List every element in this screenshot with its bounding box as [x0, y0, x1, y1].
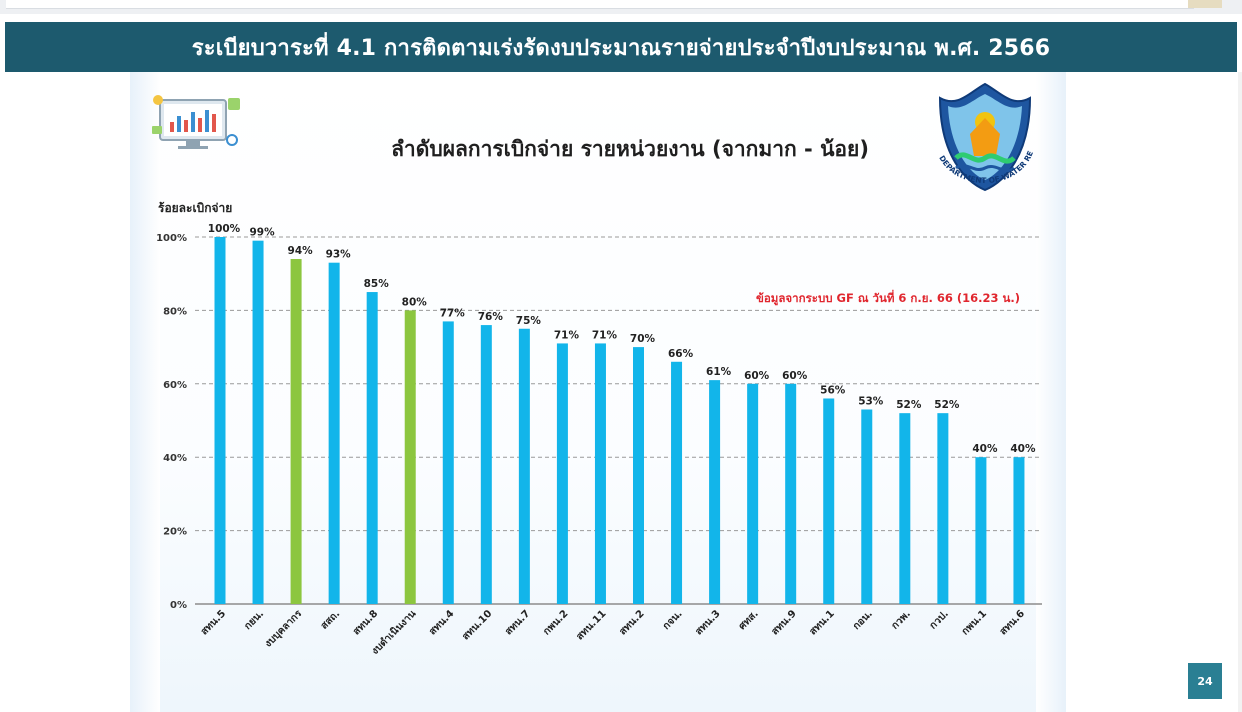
x-tick-label: สทน.7: [503, 608, 532, 637]
agenda-title-banner: ระเบียบวาระที่ 4.1 การติดตามเร่งรัดงบประ…: [5, 22, 1237, 72]
bar: [518, 328, 530, 604]
page-number-badge: 24: [1188, 663, 1222, 699]
data-source-note: ข้อมูลจากระบบ GF ณ วันที่ 6 ก.ย. 66 (16.…: [756, 289, 1020, 306]
x-tick-label: สทน.8: [351, 608, 380, 637]
x-tick-label: สทน.9: [770, 608, 799, 637]
bar-value-label: 71%: [592, 329, 618, 341]
agenda-title: ระเบียบวาระที่ 4.1 การติดตามเร่งรัดงบประ…: [191, 35, 1051, 61]
chart-title: ลำดับผลการเบิกจ่าย รายหน่วยงาน (จากมาก -…: [391, 137, 869, 161]
x-tick-label: กพน.1: [960, 608, 989, 637]
bar-value-label: 100%: [208, 223, 241, 235]
bar-value-label: 53%: [858, 395, 884, 407]
bar: [252, 240, 264, 605]
y-tick-label: 0%: [170, 600, 187, 611]
bar-value-label: 60%: [782, 370, 808, 382]
bar: [899, 413, 911, 604]
analytics-monitor-icon: [152, 95, 240, 149]
bar: [556, 343, 568, 604]
bar-value-label: 80%: [402, 296, 428, 308]
bar-value-label: 94%: [288, 245, 314, 257]
bar-chart: ร้อยละเบิกจ่าย 0% 20% 40% 60% 80% 100% 100% สทน.…: [156, 201, 1042, 657]
bar: [404, 310, 416, 604]
x-tick-label: กยน.: [242, 608, 266, 632]
bar: [328, 262, 340, 604]
bar-value-label: 52%: [934, 399, 960, 411]
bar-value-label: 70%: [630, 333, 656, 345]
x-tick-label: สทน.6: [998, 608, 1027, 637]
cloud-decoration-left: [130, 72, 160, 712]
bar: [290, 259, 302, 604]
bar-value-label: 76%: [478, 311, 504, 323]
y-tick-label: 60%: [163, 380, 187, 391]
bar: [671, 361, 683, 604]
window-right-edge: [1238, 72, 1242, 712]
bar: [366, 292, 378, 604]
x-tick-label: สทน.3: [694, 608, 723, 637]
bar-value-label: 93%: [326, 249, 352, 261]
bar-value-label: 40%: [1010, 443, 1036, 455]
bar-value-label: 60%: [744, 370, 770, 382]
x-tick-label: สทน.11: [574, 608, 608, 642]
x-tick-label: สทน.1: [808, 608, 837, 637]
bar-value-label: 56%: [820, 384, 846, 396]
bar: [937, 413, 949, 604]
bar-value-label: 52%: [896, 399, 922, 411]
x-tick-label: งบบุคลากร: [263, 608, 305, 650]
cloud-decoration-right: [1036, 72, 1066, 712]
y-tick-label: 40%: [163, 453, 187, 464]
bar-value-label: 85%: [364, 278, 390, 290]
bar-value-label: 40%: [972, 443, 998, 455]
bar: [861, 409, 873, 604]
x-tick-label: สทน.5: [199, 608, 228, 637]
bar: [785, 383, 797, 604]
x-tick-label: สทน.2: [617, 608, 646, 637]
bar: [1013, 457, 1025, 604]
x-tick-label: กพน.2: [541, 608, 570, 637]
bar: [823, 398, 835, 604]
bar: [709, 380, 721, 604]
x-tick-label: กอน.: [851, 608, 875, 632]
bar: [214, 237, 226, 604]
x-tick-label: สสถ.: [319, 608, 342, 631]
y-tick-label: 100%: [156, 233, 187, 244]
bar-value-label: 61%: [706, 366, 732, 378]
bar-value-label: 75%: [516, 315, 542, 327]
bar-value-label: 71%: [554, 329, 580, 341]
bar: [747, 383, 759, 604]
previous-slide-edge: [6, 0, 1194, 9]
bar: [480, 325, 492, 604]
x-tick-label: สทน.10: [460, 608, 494, 642]
bar: [633, 347, 644, 604]
x-tick-label: กจน.: [661, 608, 685, 632]
y-tick-label: 80%: [163, 306, 187, 317]
department-logo: DEPARTMENT OF WATER RESOURCES: [926, 78, 1035, 192]
y-tick-label: 20%: [163, 527, 187, 538]
bar-value-label: 66%: [668, 348, 694, 360]
x-tick-label: กวพ.: [890, 608, 913, 631]
window-top-strip: [0, 0, 1242, 14]
slide-tab: [1188, 0, 1222, 8]
x-tick-label: กวป.: [927, 608, 951, 632]
bar-value-label: 99%: [249, 227, 275, 239]
y-axis-label: ร้อยละเบิกจ่าย: [158, 201, 232, 215]
bar: [975, 457, 987, 604]
bar: [594, 343, 606, 604]
bar-value-label: 77%: [440, 307, 466, 319]
page-number: 24: [1197, 674, 1213, 688]
x-tick-label: ศทส.: [737, 608, 761, 632]
x-tick-label: สทน.4: [427, 608, 456, 637]
bar: [442, 321, 454, 604]
